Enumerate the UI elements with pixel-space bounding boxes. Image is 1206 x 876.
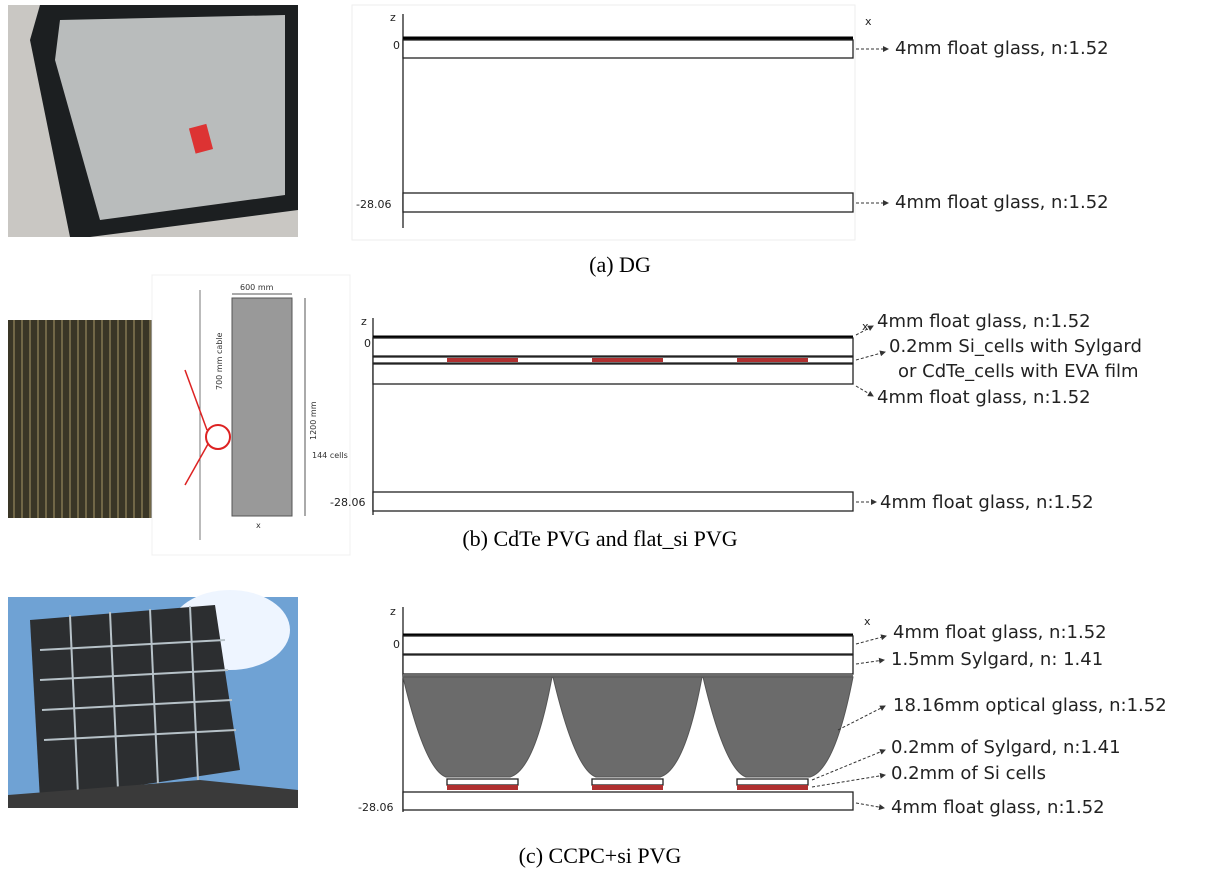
layer-label: 4mm float glass, n:1.52 xyxy=(877,387,1091,408)
axis-top: 0 xyxy=(393,39,400,52)
layer-label: 18.16mm optical glass, n:1.52 xyxy=(893,695,1167,716)
axis-z: z xyxy=(390,605,396,618)
axis-bottom: -28.06 xyxy=(356,198,391,211)
layer-label: 4mm float glass, n:1.52 xyxy=(880,492,1094,513)
layer-label: or CdTe_cells with EVA film xyxy=(898,361,1139,382)
layer-label: 1.5mm Sylgard, n: 1.41 xyxy=(891,649,1103,670)
layer-label: 4mm float glass, n:1.52 xyxy=(877,311,1091,332)
panel-b: 600 mm 700 mm cable 1200 mm 144 cells x … xyxy=(8,275,1142,555)
axis-top: 0 xyxy=(364,337,371,350)
layer-label: 4mm float glass, n:1.52 xyxy=(895,192,1109,213)
photo-ccpc xyxy=(8,590,298,808)
layer-label: 4mm float glass, n:1.52 xyxy=(895,38,1109,59)
axis-top: 0 xyxy=(393,638,400,651)
panel-c: z x 0 -28.06 4mm float glass, n:1.52 1.5… xyxy=(8,590,1167,868)
drawing-label: 144 cells xyxy=(312,451,348,460)
axis-z: z xyxy=(361,315,367,328)
layer-label: 4mm float glass, n:1.52 xyxy=(891,797,1105,818)
axis-x: x xyxy=(864,615,871,628)
caption: (a) DG xyxy=(589,252,651,277)
axis-bottom: -28.06 xyxy=(330,496,365,509)
drawing-label: x xyxy=(256,521,261,530)
axis-z: z xyxy=(390,11,396,24)
layer-label: 4mm float glass, n:1.52 xyxy=(893,622,1107,643)
layer-label: 0.2mm of Sylgard, n:1.41 xyxy=(891,737,1121,758)
layer-label: 0.2mm Si_cells with Sylgard xyxy=(889,336,1142,357)
axis-x: x xyxy=(865,15,872,28)
drawing-label: 700 mm cable xyxy=(215,332,224,390)
caption: (b) CdTe PVG and flat_si PVG xyxy=(462,526,737,551)
panel-a: z x 0 -28.06 4mm float glass, n:1.52 4mm… xyxy=(8,5,1109,277)
drawing-label: 1200 mm xyxy=(309,401,318,440)
photo-window xyxy=(8,5,298,237)
drawing-label: 600 mm xyxy=(240,283,274,292)
axis-x: x xyxy=(862,320,869,333)
caption: (c) CCPC+si PVG xyxy=(519,843,682,868)
layer-label: 0.2mm of Si cells xyxy=(891,763,1046,784)
axis-bottom: -28.06 xyxy=(358,801,393,814)
figure: z x 0 -28.06 4mm float glass, n:1.52 4mm… xyxy=(0,0,1206,876)
panel-drawing: 600 mm 700 mm cable 1200 mm 144 cells x xyxy=(152,275,350,555)
